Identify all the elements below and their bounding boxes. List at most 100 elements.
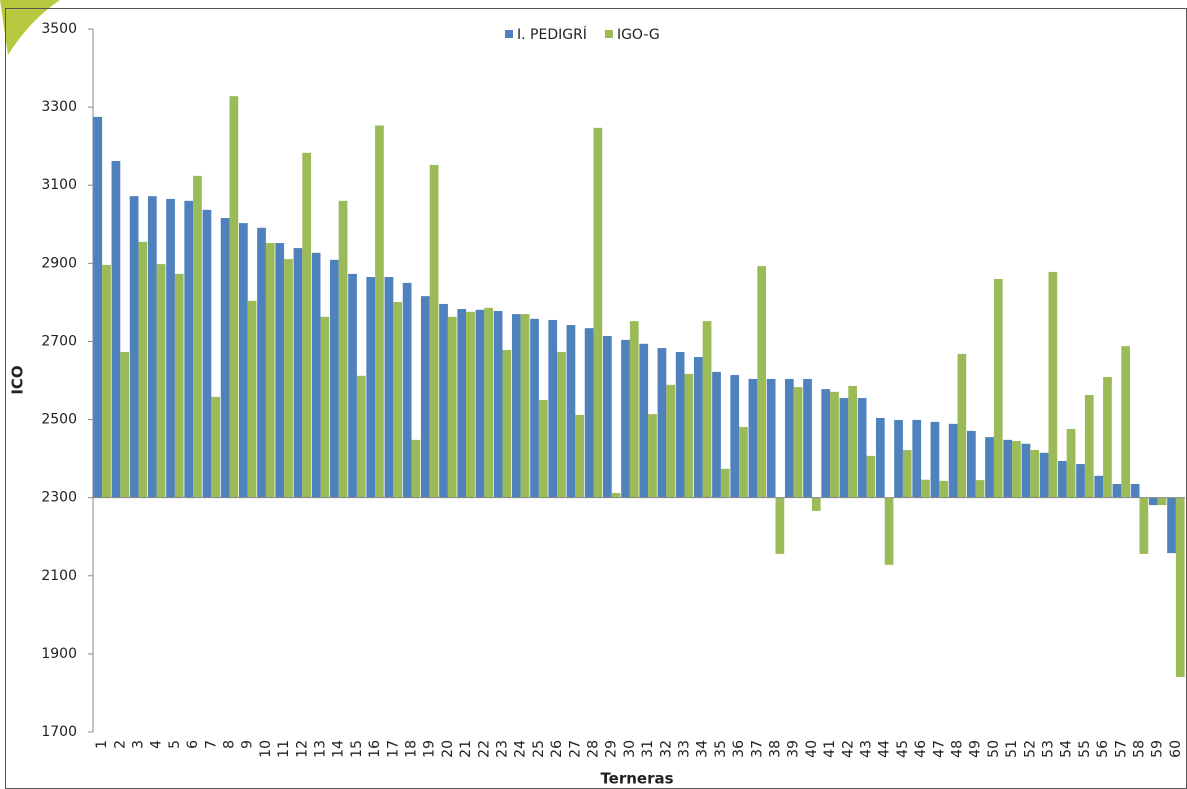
bar [466, 311, 475, 498]
bar [684, 373, 694, 498]
x-tick-label: 1 [94, 740, 110, 749]
bar [530, 318, 539, 498]
bar [384, 277, 394, 498]
bar [1103, 376, 1112, 498]
bar [1048, 271, 1058, 498]
bar [748, 378, 758, 498]
bar [447, 316, 457, 498]
bar [520, 314, 530, 498]
bar [839, 398, 849, 498]
bar [894, 419, 903, 498]
bar [848, 385, 858, 498]
x-tick-label: 23 [495, 740, 511, 758]
bar [102, 264, 111, 498]
x-tick-label: 60 [1168, 740, 1184, 758]
y-tick-label: 2500 [41, 412, 77, 428]
x-tick-label: 33 [677, 740, 693, 758]
bar [220, 218, 230, 498]
bar [348, 273, 357, 498]
bar [156, 264, 166, 498]
x-tick-label: 11 [276, 740, 292, 758]
bar [1021, 443, 1031, 498]
bar [275, 243, 285, 498]
bar [975, 480, 985, 498]
bar [693, 357, 703, 498]
bar [675, 351, 685, 498]
x-tick-label: 2 [112, 740, 128, 749]
x-tick-label: 30 [622, 740, 638, 758]
bar [912, 419, 922, 498]
bar [803, 378, 812, 498]
x-tick-label: 13 [313, 740, 329, 758]
bar [875, 417, 885, 498]
x-tick-label: 36 [731, 740, 747, 758]
bar [930, 421, 940, 498]
x-tick-label: 19 [422, 740, 438, 758]
bar [1012, 441, 1021, 498]
x-tick-label: 7 [203, 740, 219, 749]
bar [611, 492, 621, 498]
bar [402, 282, 412, 498]
bar [884, 497, 894, 565]
bar [830, 391, 839, 498]
bar [720, 468, 730, 498]
x-tick-label: 57 [1113, 740, 1129, 758]
bar [648, 414, 657, 498]
x-tick-label: 52 [1022, 740, 1038, 758]
bar [966, 430, 976, 498]
x-tick-label: 25 [531, 740, 547, 758]
x-tick-label: 6 [185, 740, 201, 749]
bar [793, 387, 803, 498]
y-tick-label: 3500 [41, 21, 77, 37]
bar [1076, 464, 1085, 498]
bar [730, 375, 740, 498]
bar [666, 384, 676, 498]
x-axis-label: Terneras [600, 770, 673, 788]
bar [1130, 483, 1140, 498]
y-tick-label: 3300 [41, 99, 77, 115]
bar [247, 300, 257, 498]
bar [202, 209, 212, 498]
x-tick-label: 12 [294, 740, 310, 758]
y-tick-label: 2100 [41, 568, 77, 584]
bar [702, 321, 712, 498]
x-tick-label: 45 [895, 740, 911, 758]
x-tick-label: 21 [458, 740, 474, 758]
bar [338, 200, 348, 498]
x-tick-label: 15 [349, 740, 365, 758]
bar [739, 426, 748, 498]
x-tick-label: 31 [640, 740, 656, 758]
x-tick-label: 49 [968, 740, 984, 758]
bar [784, 378, 794, 498]
bar [311, 252, 321, 498]
bar [238, 223, 248, 498]
x-tick-label: 47 [931, 740, 947, 758]
bar [993, 278, 1003, 498]
bar [639, 343, 649, 498]
x-tick-label: 41 [822, 740, 838, 758]
bar [584, 328, 594, 498]
bar [411, 439, 421, 498]
bar [1030, 450, 1040, 498]
bar [193, 175, 202, 498]
bar [284, 259, 293, 498]
bar [712, 371, 721, 498]
x-tick-label: 17 [385, 740, 401, 758]
bar [1057, 460, 1067, 498]
bar [921, 479, 930, 498]
legend-swatch [505, 30, 513, 38]
x-tick-label: 9 [240, 740, 256, 749]
x-tick-label: 32 [658, 740, 674, 758]
bar [538, 400, 548, 498]
bar [457, 309, 467, 498]
y-tick-label: 2300 [41, 490, 77, 506]
x-tick-label: 14 [331, 740, 347, 758]
bar [821, 389, 831, 498]
bar [475, 309, 485, 498]
y-axis-label: ICO [9, 365, 27, 394]
bar [375, 125, 384, 498]
bar [429, 164, 439, 498]
bar [566, 325, 576, 498]
x-tick-label: 5 [167, 740, 183, 749]
